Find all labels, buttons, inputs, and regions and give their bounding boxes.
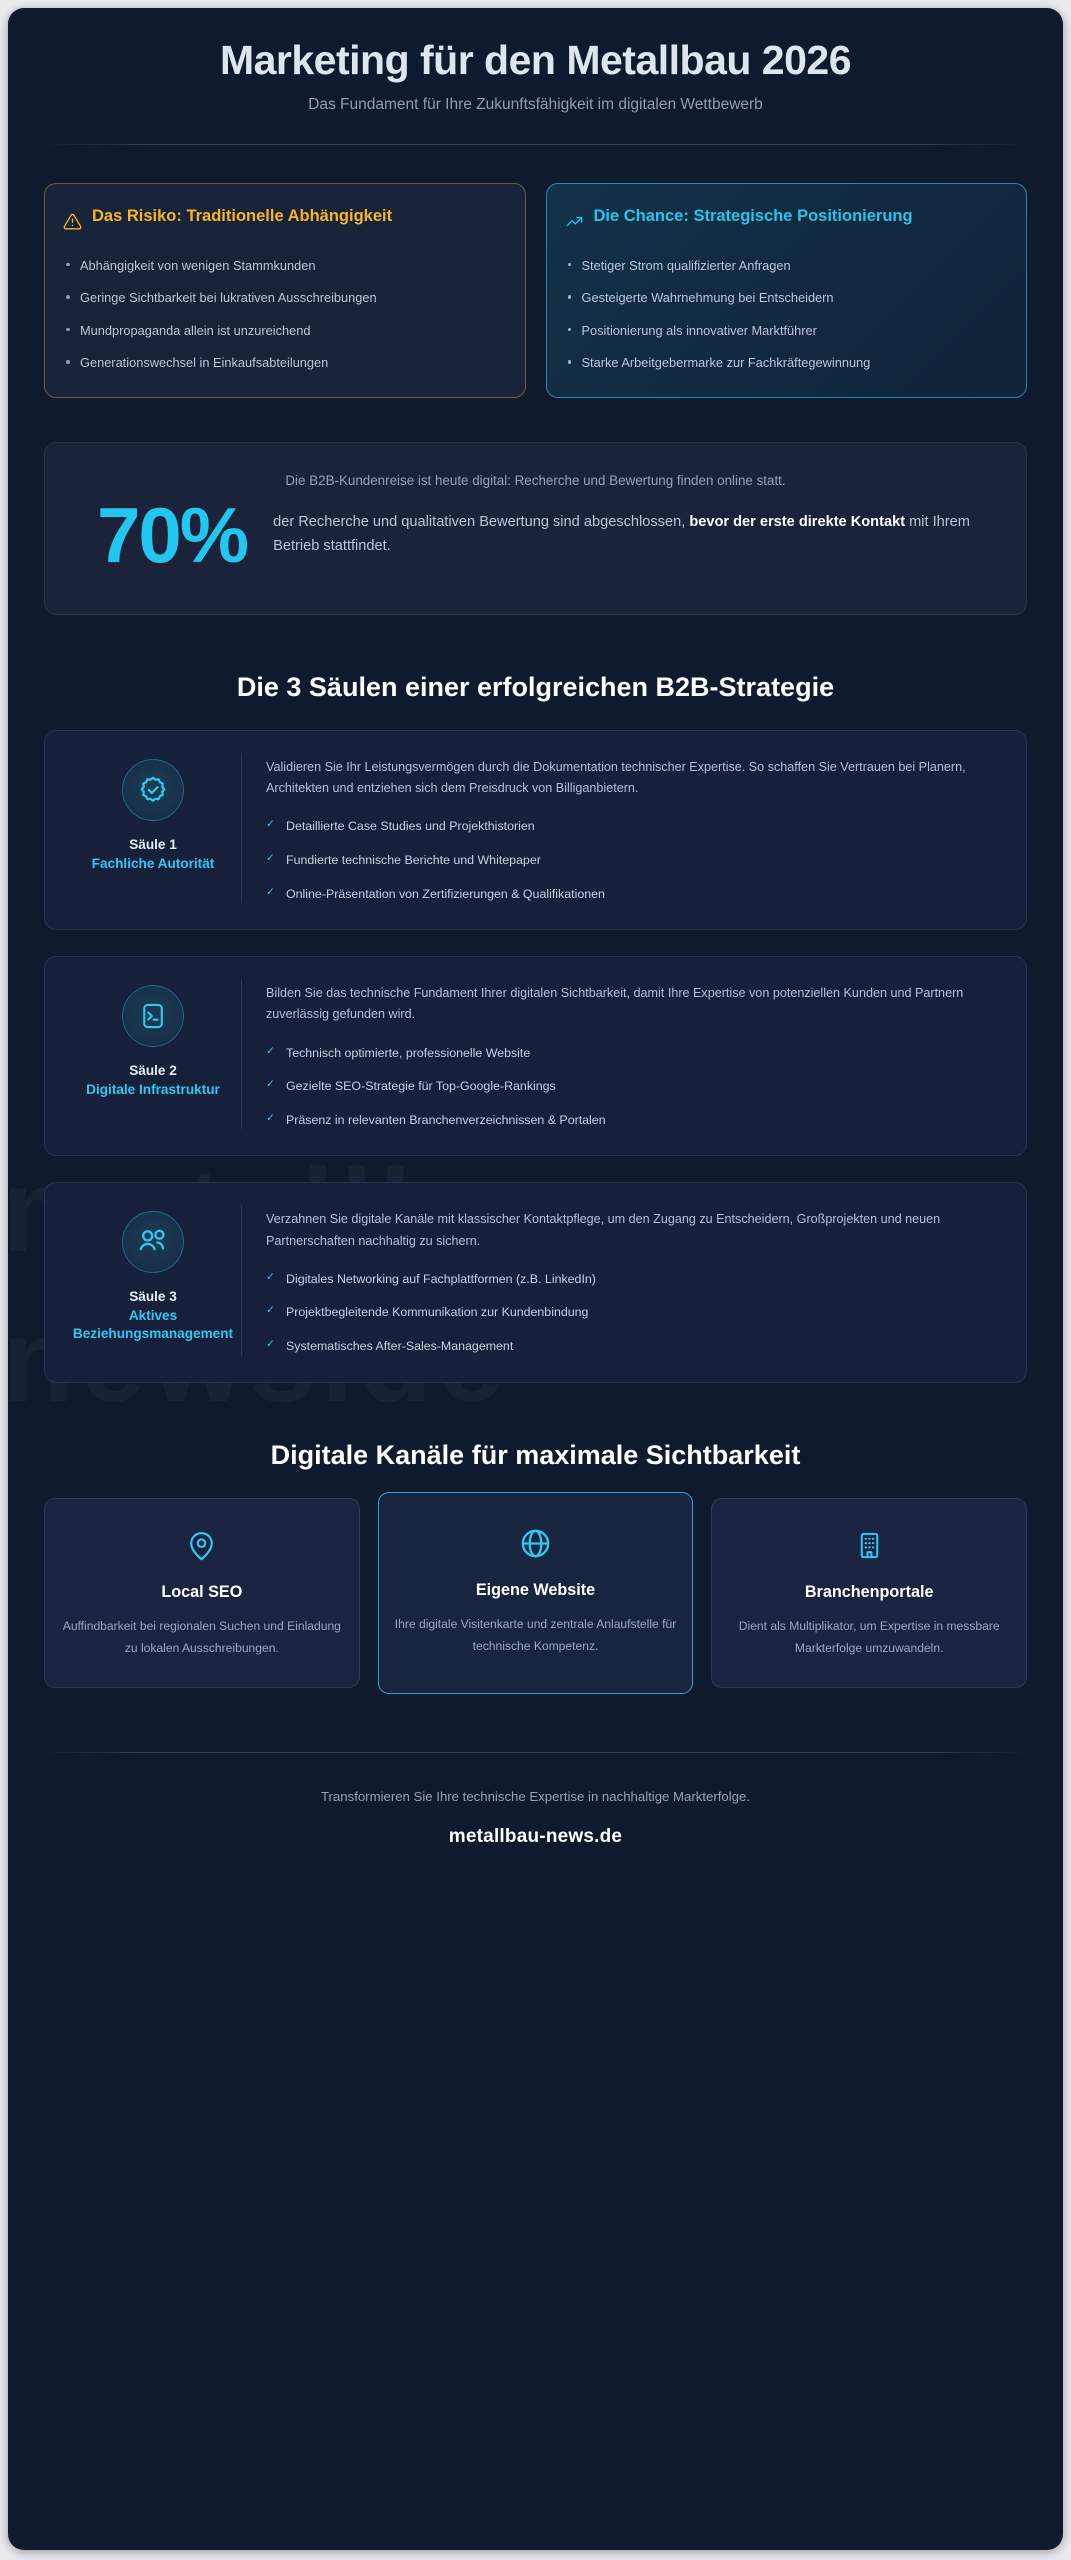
list-item: Stetiger Strom qualifizierter Anfragen — [565, 256, 1005, 275]
terminal-icon — [122, 985, 184, 1048]
pillar-1-details: Validieren Sie Ihr Leistungsvermögen dur… — [241, 753, 1002, 904]
pillar-1-number: Säule 1 — [129, 837, 177, 853]
channels-section-heading: Digitale Kanäle für maximale Sichtbarkei… — [270, 1439, 801, 1470]
list-item: Projektbegleitende Kommunikation zur Kun… — [266, 1303, 1002, 1322]
statistic-text-bold: bevor der erste direkte Kontakt — [689, 514, 906, 531]
list-item: Mundpropaganda allein ist unzureichend — [63, 321, 503, 340]
chance-panel: Die Chance: Strategische Positionierung … — [545, 182, 1027, 398]
footer-divider — [44, 1752, 1027, 1754]
footer-tagline: Transformieren Sie Ihre technische Exper… — [320, 1789, 751, 1805]
pillar-2-summary: Säule 2 Digitale Infrastruktur — [65, 979, 241, 1099]
list-item: Gesteigerte Wahrnehmung bei Entscheidern — [565, 288, 1005, 307]
pillar-3-description: Verzahnen Sie digitale Kanäle mit klassi… — [266, 1212, 941, 1248]
header-divider — [44, 143, 1027, 145]
channel-title: Branchenportale — [804, 1583, 934, 1602]
channel-card-branchenportale[interactable]: Branchenportale Dient als Multiplikator,… — [711, 1498, 1028, 1689]
channel-description: Dient als Multiplikator, um Expertise in… — [738, 1619, 1000, 1655]
risk-bullet-list: Abhängigkeit von wenigen Stammkunden Ger… — [63, 256, 503, 373]
chance-bullet-list: Stetiger Strom qualifizierter Anfragen G… — [565, 256, 1005, 373]
pillar-3-number: Säule 3 — [129, 1289, 177, 1305]
pillar-1-description: Validieren Sie Ihr Leistungsvermögen dur… — [266, 760, 966, 796]
map-pin-icon — [61, 1525, 343, 1565]
list-item: Geringe Sichtbarkeit bei lukrativen Auss… — [63, 288, 503, 307]
building-icon — [728, 1525, 1010, 1565]
page-subtitle: Das Fundament für Ihre Zukunftsfähigkeit… — [308, 95, 763, 113]
statistic-text-part2: mit Ihrem Betrieb stattfindet. — [273, 514, 970, 554]
page-title: Marketing für den Metallbau 2026 — [219, 37, 852, 83]
list-item: Generationswechsel in Einkaufsabteilunge… — [63, 353, 503, 372]
pillar-2-check-list: Technisch optimierte, professionelle Web… — [266, 1044, 1002, 1130]
pillar-3-summary: Säule 3 Aktives Beziehungsmanagement — [65, 1205, 241, 1343]
pillar-1-name: Fachliche Autorität — [91, 856, 215, 872]
pillar-1-check-list: Detaillierte Case Studies und Projekthis… — [266, 817, 1002, 903]
pillars-section-heading: Die 3 Säulen einer erfolgreichen B2B-Str… — [236, 671, 835, 702]
pillar-2-name: Digitale Infrastruktur — [86, 1082, 220, 1098]
list-item: Starke Arbeitgebermarke zur Fachkräftege… — [565, 353, 1005, 372]
list-item: Technisch optimierte, professionelle Web… — [266, 1044, 1002, 1063]
pillar-card-2: Säule 2 Digitale Infrastruktur Bilden Si… — [44, 956, 1027, 1157]
risk-chance-row: Das Risiko: Traditionelle Abhängigkeit A… — [44, 182, 1027, 398]
infographic-sheet: metallbau- news.de Marketing für den Met… — [8, 8, 1063, 2550]
pillar-2-number: Säule 2 — [129, 1063, 177, 1079]
page-footer: Transformieren Sie Ihre technische Exper… — [44, 1752, 1027, 1890]
users-network-icon — [122, 1211, 184, 1274]
list-item: Positionierung als innovativer Marktführ… — [565, 321, 1005, 340]
channel-card-eigene-website[interactable]: Eigene Website Ihre digitale Visitenkart… — [377, 1492, 694, 1695]
pillar-card-1: Säule 1 Fachliche Autorität Validieren S… — [44, 730, 1027, 931]
list-item: Digitales Networking auf Fachplattformen… — [266, 1270, 1002, 1289]
footer-brand[interactable]: metallbau-news.de — [448, 1826, 623, 1848]
channel-description: Ihre digitale Visitenkarte und zentrale … — [394, 1617, 677, 1653]
risk-panel-title: Das Risiko: Traditionelle Abhängigkeit — [92, 206, 393, 225]
risk-panel-header: Das Risiko: Traditionelle Abhängigkeit — [63, 206, 503, 236]
list-item: Fundierte technische Berichte und Whitep… — [266, 851, 1002, 870]
channels-row: Local SEO Auffindbarkeit bei regionalen … — [44, 1492, 1028, 1695]
chance-panel-title: Die Chance: Strategische Positionierung — [593, 206, 913, 225]
statistic-number: 70% — [97, 490, 249, 579]
pillar-2-details: Bilden Sie das technische Fundament Ihre… — [241, 979, 1002, 1130]
badge-check-icon — [122, 759, 184, 822]
statistic-text-part1: der Recherche und qualitativen Bewertung… — [273, 514, 690, 531]
statistic-lead-text: Die B2B-Kundenreise ist heute digital: R… — [285, 472, 786, 488]
warning-triangle-icon — [63, 212, 82, 236]
channel-card-local-seo[interactable]: Local SEO Auffindbarkeit bei regionalen … — [44, 1498, 360, 1689]
list-item: Abhängigkeit von wenigen Stammkunden — [63, 256, 503, 275]
globe-icon — [395, 1523, 677, 1563]
channel-description: Auffindbarkeit bei regionalen Suchen und… — [62, 1619, 341, 1655]
page-header: Marketing für den Metallbau 2026 Das Fun… — [44, 8, 1027, 145]
pillar-card-3: Säule 3 Aktives Beziehungsmanagement Ver… — [44, 1182, 1027, 1383]
statistic-description: der Recherche und qualitativen Bewertung… — [273, 511, 974, 558]
list-item: Präsenz in relevanten Branchenverzeichni… — [266, 1111, 1002, 1130]
pillar-1-summary: Säule 1 Fachliche Autorität — [65, 753, 241, 873]
list-item: Gezielte SEO-Strategie für Top-Google-Ra… — [266, 1077, 1002, 1096]
chance-panel-header: Die Chance: Strategische Positionierung — [565, 206, 1005, 236]
list-item: Online-Präsentation von Zertifizierungen… — [266, 885, 1002, 904]
pillar-2-description: Bilden Sie das technische Fundament Ihre… — [266, 986, 964, 1022]
statistic-row: 70% der Recherche und qualitativen Bewer… — [79, 496, 992, 574]
trending-up-icon — [565, 212, 584, 236]
pillar-3-details: Verzahnen Sie digitale Kanäle mit klassi… — [241, 1205, 1002, 1356]
list-item: Systematisches After-Sales-Management — [266, 1337, 1002, 1356]
risk-panel: Das Risiko: Traditionelle Abhängigkeit A… — [44, 182, 526, 398]
channel-title: Local SEO — [161, 1583, 243, 1602]
pillar-3-check-list: Digitales Networking auf Fachplattformen… — [266, 1270, 1002, 1356]
pillar-3-name: Aktives Beziehungsmanagement — [72, 1308, 234, 1342]
statistic-block: Die B2B-Kundenreise ist heute digital: R… — [44, 441, 1027, 615]
channel-title: Eigene Website — [475, 1581, 596, 1600]
list-item: Detaillierte Case Studies und Projekthis… — [266, 817, 1002, 836]
